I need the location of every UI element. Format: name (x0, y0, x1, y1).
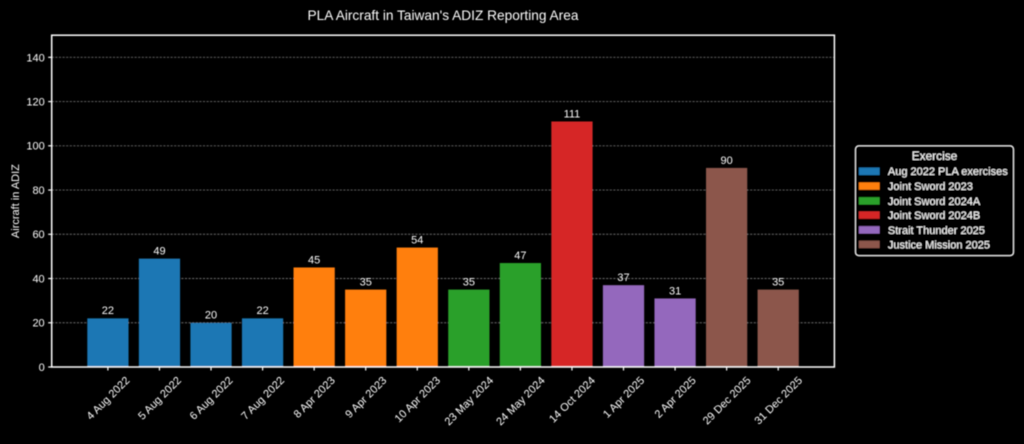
svg-text:37: 37 (617, 272, 629, 284)
svg-text:140: 140 (26, 52, 44, 64)
svg-text:Strait Thunder 2025: Strait Thunder 2025 (888, 225, 985, 237)
svg-text:80: 80 (32, 185, 44, 197)
svg-text:60: 60 (32, 229, 44, 241)
svg-text:54: 54 (411, 234, 423, 246)
svg-text:49: 49 (153, 246, 165, 258)
svg-text:111: 111 (564, 108, 581, 120)
svg-text:40: 40 (32, 273, 44, 285)
svg-text:47: 47 (514, 250, 526, 262)
svg-text:0: 0 (39, 362, 45, 374)
svg-text:90: 90 (721, 155, 733, 167)
svg-text:22: 22 (256, 305, 268, 317)
svg-text:PLA Aircraft in Taiwan's ADIZ: PLA Aircraft in Taiwan's ADIZ Reporting … (308, 8, 579, 23)
svg-text:Exercise: Exercise (912, 149, 958, 163)
svg-text:20: 20 (205, 310, 217, 322)
svg-text:35: 35 (463, 276, 475, 288)
svg-text:Aircraft in ADIZ: Aircraft in ADIZ (10, 164, 22, 238)
svg-text:Aug 2022 PLA exercises: Aug 2022 PLA exercises (888, 166, 1008, 178)
svg-text:22: 22 (102, 305, 114, 317)
svg-text:100: 100 (26, 141, 44, 153)
svg-text:45: 45 (308, 254, 320, 266)
svg-text:31: 31 (669, 285, 681, 297)
svg-text:Joint Sword 2024B: Joint Sword 2024B (888, 210, 980, 222)
svg-text:35: 35 (360, 276, 372, 288)
svg-text:Justice Mission 2025: Justice Mission 2025 (888, 239, 990, 251)
svg-text:20: 20 (32, 318, 44, 330)
svg-text:Joint Sword 2023: Joint Sword 2023 (888, 181, 973, 193)
svg-text:120: 120 (26, 97, 44, 109)
svg-text:35: 35 (772, 276, 784, 288)
svg-text:Joint Sword 2024A: Joint Sword 2024A (888, 196, 981, 208)
